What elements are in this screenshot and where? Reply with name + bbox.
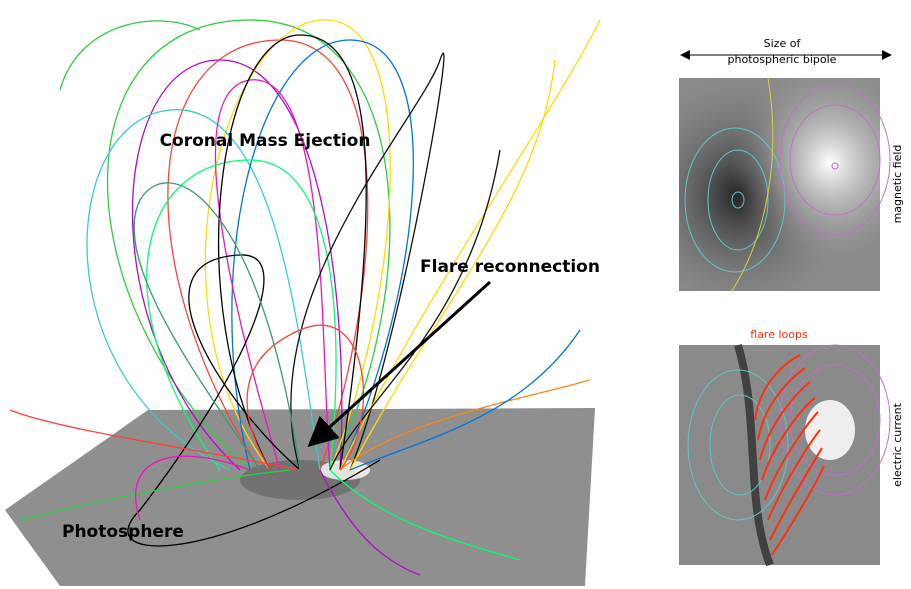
magnetic-field-panel [679,77,891,292]
side-label: electric current [891,402,904,486]
bipole-label: Size of [764,37,802,50]
cme-label: Coronal Mass Ejection [160,131,371,151]
reconnection-label: Flare reconnection [420,257,600,277]
reconnection-arrow [307,280,492,448]
panel-title: flare loops [750,328,808,341]
electric-current-panel [679,343,891,567]
field-lines [9,19,601,576]
bipole-label: photospheric bipole [728,53,837,66]
side-label: magnetic field [891,145,904,224]
photosphere-label: Photosphere [62,522,184,542]
